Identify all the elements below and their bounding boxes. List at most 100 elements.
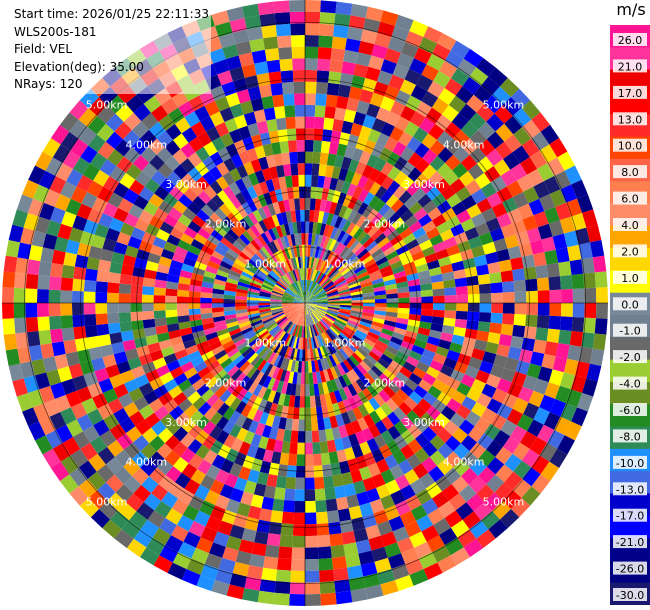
velocity-gate bbox=[544, 341, 559, 357]
velocity-gate bbox=[312, 284, 321, 295]
velocity-gate bbox=[314, 323, 321, 335]
velocity-gate bbox=[219, 336, 233, 346]
velocity-gate bbox=[214, 225, 228, 237]
velocity-gate bbox=[341, 530, 356, 545]
velocity-gate bbox=[484, 166, 501, 183]
range-ring-label: 1.00km bbox=[245, 337, 287, 350]
velocity-gate bbox=[266, 118, 278, 133]
velocity-gate bbox=[334, 351, 344, 364]
velocity-gate bbox=[453, 443, 470, 460]
velocity-gate bbox=[235, 357, 248, 369]
velocity-gate bbox=[397, 286, 410, 294]
velocity-gate bbox=[444, 467, 461, 485]
velocity-gate bbox=[409, 20, 429, 37]
velocity-gate bbox=[326, 189, 336, 202]
velocity-gate bbox=[355, 161, 367, 176]
velocity-gate bbox=[305, 291, 310, 303]
velocity-gate bbox=[382, 385, 396, 399]
velocity-gate bbox=[361, 341, 374, 351]
velocity-gate bbox=[371, 248, 384, 259]
velocity-gate bbox=[173, 220, 188, 234]
velocity-gate bbox=[352, 334, 364, 345]
velocity-gate bbox=[316, 300, 329, 303]
velocity-gate bbox=[312, 372, 318, 385]
velocity-gate bbox=[118, 283, 132, 294]
velocity-gate bbox=[341, 120, 354, 135]
velocity-gate bbox=[155, 364, 171, 378]
velocity-gate bbox=[154, 185, 170, 201]
velocity-gate bbox=[533, 407, 550, 425]
velocity-gate bbox=[370, 228, 383, 241]
velocity-gate bbox=[229, 524, 245, 540]
velocity-gate bbox=[247, 242, 259, 254]
velocity-gate bbox=[421, 91, 439, 108]
velocity-gate bbox=[290, 210, 297, 223]
velocity-gate bbox=[339, 246, 349, 258]
velocity-gate bbox=[368, 424, 381, 438]
velocity-gate bbox=[413, 207, 428, 221]
velocity-gate bbox=[156, 147, 173, 163]
velocity-gate bbox=[118, 293, 131, 303]
velocity-gate bbox=[323, 236, 331, 249]
velocity-gate bbox=[419, 472, 436, 489]
velocity-gate bbox=[168, 482, 185, 499]
velocity-gate bbox=[438, 87, 456, 106]
velocity-gate bbox=[147, 252, 161, 264]
velocity-gate bbox=[165, 281, 179, 290]
velocity-gate bbox=[466, 275, 479, 286]
velocity-gate bbox=[289, 582, 305, 595]
velocity-gate bbox=[232, 354, 245, 366]
velocity-gate bbox=[267, 365, 277, 378]
velocity-gate bbox=[326, 311, 338, 318]
velocity-gate bbox=[400, 105, 416, 122]
velocity-gate bbox=[374, 420, 388, 435]
velocity-gate bbox=[336, 244, 347, 256]
velocity-gate bbox=[405, 558, 424, 575]
velocity-gate bbox=[106, 303, 119, 314]
velocity-gate bbox=[494, 105, 513, 124]
velocity-gate bbox=[314, 257, 320, 270]
velocity-gate bbox=[362, 114, 376, 129]
velocity-gate bbox=[325, 164, 335, 178]
velocity-gate bbox=[95, 292, 108, 303]
velocity-gate bbox=[502, 436, 521, 454]
velocity-gate bbox=[181, 463, 198, 479]
velocity-gate bbox=[531, 474, 551, 494]
velocity-gate bbox=[238, 218, 251, 231]
velocity-gate bbox=[293, 303, 305, 308]
velocity-gate bbox=[434, 413, 450, 428]
velocity-gate bbox=[336, 449, 348, 463]
velocity-gate bbox=[254, 170, 266, 184]
velocity-gate bbox=[210, 229, 224, 242]
velocity-gate bbox=[323, 282, 335, 291]
velocity-gate bbox=[86, 335, 100, 350]
velocity-gate bbox=[93, 419, 110, 437]
velocity-gate bbox=[273, 312, 285, 319]
velocity-gate bbox=[312, 453, 323, 466]
velocity-gate bbox=[200, 526, 218, 543]
velocity-gate bbox=[312, 311, 321, 322]
velocity-gate bbox=[464, 365, 480, 379]
velocity-gate bbox=[423, 562, 443, 580]
velocity-gate bbox=[281, 303, 294, 306]
velocity-gate bbox=[323, 281, 334, 290]
velocity-gate bbox=[241, 528, 257, 543]
velocity-gate bbox=[316, 306, 328, 311]
velocity-gate bbox=[170, 525, 189, 542]
velocity-gate bbox=[271, 310, 284, 316]
velocity-gate bbox=[209, 151, 224, 167]
velocity-gate bbox=[305, 0, 321, 13]
velocity-gate bbox=[421, 498, 439, 515]
colorbar-tick-label: 8.0 bbox=[621, 166, 639, 179]
velocity-gate bbox=[119, 321, 133, 333]
velocity-gate bbox=[341, 156, 352, 170]
velocity-gate bbox=[313, 270, 320, 282]
velocity-gate bbox=[326, 225, 335, 238]
velocity-gate bbox=[486, 113, 505, 132]
velocity-gate bbox=[305, 186, 312, 199]
velocity-gate bbox=[409, 58, 427, 75]
velocity-gate bbox=[176, 309, 190, 317]
velocity-gate bbox=[314, 336, 320, 349]
velocity-gate bbox=[359, 89, 374, 104]
velocity-gate bbox=[317, 210, 325, 224]
